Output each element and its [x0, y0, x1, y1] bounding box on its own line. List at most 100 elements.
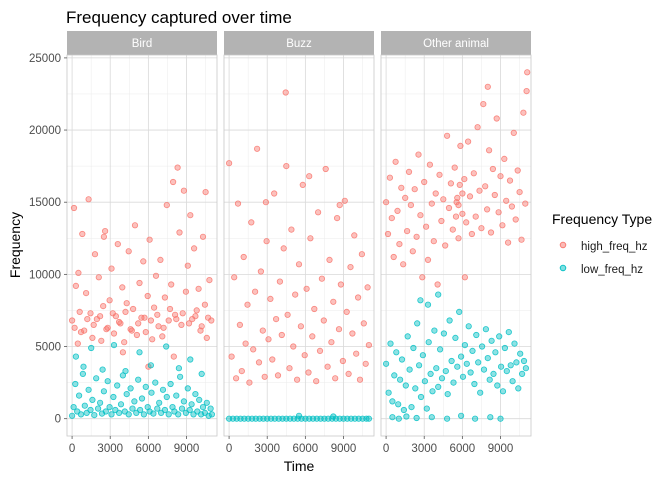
data-point: [490, 370, 497, 377]
data-point: [114, 382, 121, 389]
y-axis-title: Frequency: [7, 212, 23, 278]
data-point: [265, 336, 272, 343]
data-point: [108, 265, 115, 272]
data-point: [318, 275, 325, 282]
data-point: [398, 356, 406, 363]
data-point: [499, 222, 506, 229]
data-point: [131, 398, 138, 405]
data-point: [403, 228, 411, 235]
panel-other-animal: Other animal: [380, 31, 532, 437]
data-point: [341, 197, 348, 204]
data-point: [456, 308, 463, 315]
data-point: [440, 196, 447, 203]
data-point: [88, 344, 95, 352]
x-axes: 0 3000 6000 9000 0 3000 6000 9000 0 3000 6000 9000: [69, 436, 513, 455]
data-point: [163, 343, 170, 350]
data-point: [495, 209, 502, 216]
data-point: [77, 411, 85, 418]
data-point: [428, 414, 435, 421]
data-point: [108, 411, 115, 418]
data-point: [233, 375, 240, 382]
data-point: [444, 390, 451, 398]
data-point: [100, 302, 107, 310]
data-point: [403, 413, 410, 420]
data-point: [301, 352, 308, 359]
data-point: [154, 311, 161, 318]
data-point: [290, 343, 297, 350]
strip-label-bird: Bird: [132, 38, 152, 50]
data-point: [435, 291, 442, 298]
data-point: [454, 194, 461, 201]
data-point: [432, 190, 439, 197]
data-point: [201, 301, 208, 308]
data-point: [455, 235, 462, 242]
data-point: [409, 248, 416, 255]
data-point: [515, 385, 522, 392]
data-point: [414, 320, 421, 327]
data-point: [477, 389, 484, 396]
data-point: [475, 359, 482, 366]
data-point: [163, 202, 170, 209]
data-point: [186, 406, 193, 414]
data-point: [509, 378, 516, 385]
data-point: [358, 251, 365, 258]
data-point: [102, 228, 109, 235]
data-point: [459, 190, 466, 197]
data-point: [142, 383, 149, 390]
data-point: [347, 263, 354, 271]
data-point: [173, 315, 180, 323]
data-point: [271, 190, 278, 197]
data-point: [435, 383, 442, 390]
data-point: [511, 340, 518, 347]
data-point: [486, 376, 493, 383]
data-point: [262, 199, 269, 206]
data-point: [482, 183, 489, 190]
data-point: [382, 360, 390, 367]
x-tick-label: 9000: [488, 443, 514, 455]
data-point: [136, 279, 143, 287]
data-point: [76, 392, 83, 399]
data-point: [497, 363, 505, 370]
data-point: [195, 285, 202, 292]
data-point: [430, 238, 437, 245]
data-point: [292, 291, 299, 298]
data-point: [424, 256, 432, 263]
data-point: [313, 378, 320, 385]
data-point: [468, 230, 475, 238]
data-point: [442, 367, 449, 375]
legend-title: Frequency Type: [552, 211, 652, 227]
data-point: [84, 315, 91, 323]
data-point: [104, 378, 111, 385]
data-point: [431, 327, 438, 334]
data-point: [102, 408, 109, 415]
data-point: [395, 415, 402, 422]
data-point: [99, 366, 106, 373]
data-point: [473, 331, 480, 339]
data-point: [311, 305, 318, 313]
data-point: [254, 145, 261, 152]
data-point: [160, 324, 167, 331]
data-point: [156, 399, 163, 406]
data-point: [520, 357, 528, 365]
data-point: [455, 202, 462, 209]
data-point: [465, 323, 472, 330]
data-point: [402, 382, 409, 389]
data-point: [389, 398, 396, 405]
data-point: [187, 356, 194, 363]
data-point: [463, 219, 470, 226]
data-point: [427, 370, 434, 377]
data-point: [471, 380, 478, 388]
data-point: [413, 414, 420, 422]
data-point: [395, 401, 402, 408]
data-point: [485, 147, 493, 154]
data-point: [424, 301, 432, 308]
data-point: [407, 202, 414, 209]
data-point: [272, 315, 280, 323]
data-point: [208, 411, 215, 418]
data-point: [330, 298, 337, 305]
data-point: [106, 297, 113, 304]
data-point: [419, 352, 426, 359]
series-high-freq-hz-bird: [69, 164, 215, 370]
data-point: [487, 229, 495, 236]
data-point: [417, 393, 425, 401]
